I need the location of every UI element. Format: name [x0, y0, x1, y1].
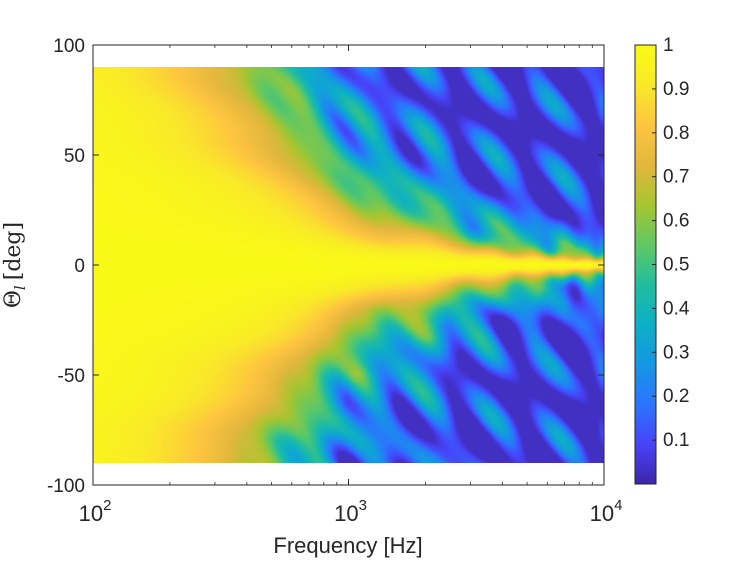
x-tick-label-exponent: 3	[359, 497, 367, 514]
x-tick-label-base: 10	[590, 501, 614, 526]
x-tick-label: 102	[79, 497, 112, 526]
colorbar-tick-label: 0.3	[663, 342, 689, 363]
x-tick-label-base: 10	[334, 501, 358, 526]
x-tick-label-base: 10	[79, 501, 103, 526]
y-axis: 100 50 0 -50 -100	[47, 36, 604, 497]
colorbar: 1 0.9 0.8 0.7 0.6 0.5 0.4 0.3 0.2 0.1	[634, 35, 690, 485]
x-axis-label: Frequency [Hz]	[273, 533, 422, 558]
y-axis-label: Θl [deg]	[1, 222, 29, 308]
colorbar-tick-label: 1	[663, 35, 674, 56]
colorbar-tick-label: 0.9	[663, 79, 689, 100]
heatmap-image	[93, 67, 604, 463]
colorbar-ticks: 1 0.9 0.8 0.7 0.6 0.5 0.4 0.3 0.2 0.1	[652, 35, 690, 451]
x-axis: 102 103 104	[79, 45, 623, 526]
y-axis-label-sub: l	[11, 285, 29, 290]
colorbar-fill	[635, 45, 656, 484]
colorbar-tick-label: 0.6	[663, 211, 689, 232]
colorbar-tick-label: 0.4	[663, 298, 690, 319]
x-tick-label: 103	[334, 497, 367, 526]
y-tick-label: 0	[74, 256, 85, 277]
colorbar-tick-label: 0.1	[663, 430, 689, 451]
y-tick-label: -100	[47, 476, 85, 497]
y-axis-label-main: Θ	[1, 290, 26, 308]
plot-area	[92, 44, 605, 486]
colorbar-tick-label: 0.2	[663, 386, 689, 407]
y-tick-label: 100	[53, 36, 85, 57]
x-tick-label: 104	[590, 497, 623, 526]
y-tick-label: 50	[64, 146, 85, 167]
x-tick-label-exponent: 2	[103, 497, 111, 514]
colorbar-tick-label: 0.7	[663, 167, 689, 188]
y-tick-label: -50	[58, 366, 85, 387]
colorbar-tick-label: 0.5	[663, 255, 689, 276]
x-tick-label-exponent: 4	[614, 497, 622, 514]
y-axis-label-unit: [deg]	[1, 222, 26, 280]
colorbar-tick-label: 0.8	[663, 123, 689, 144]
